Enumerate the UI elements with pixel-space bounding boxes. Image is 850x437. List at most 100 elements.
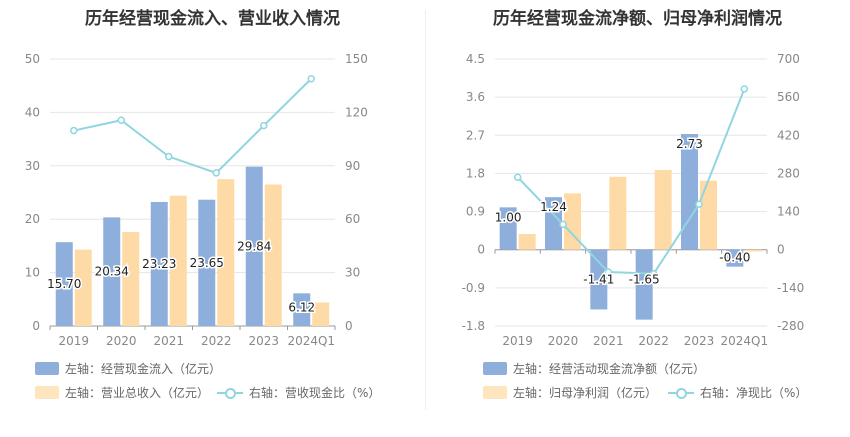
x-tick-label: 2021 — [593, 334, 624, 348]
y-tick-label-left: 0.9 — [466, 205, 485, 219]
bar-secondary — [654, 170, 672, 250]
x-tick-label: 2020 — [548, 334, 579, 348]
x-tick-label: 2021 — [153, 334, 184, 348]
ratio-point — [117, 116, 125, 124]
legend-swatch-bar — [35, 362, 59, 375]
legend-item-cash-ratio[interactable]: 右轴：营收现金比（%） — [217, 384, 380, 401]
y-tick-label-right: -280 — [777, 319, 804, 333]
y-tick-label-right: 60 — [345, 212, 360, 226]
x-tick-label: 2019 — [502, 334, 533, 348]
legend-swatch-bar — [35, 386, 59, 399]
bar-secondary — [518, 234, 536, 250]
y-tick-label-right: 420 — [777, 128, 800, 142]
bar-data-label: 23.65 — [190, 256, 224, 270]
legend-item-net-cash-ratio[interactable]: 右轴：净现比（%） — [668, 384, 807, 401]
bar-primary — [681, 134, 698, 250]
bar-primary — [635, 249, 653, 320]
legend-item-revenue[interactable]: 左轴：营业总收入（亿元） — [35, 384, 209, 401]
chart-plot-netcash-profit: -1.8 -0.9 0 0.9 1.8 2.7 3.6 4.5 -280 -140 0 140 280 4… — [462, 52, 805, 348]
panel-divider — [425, 10, 426, 410]
ratio-point — [604, 268, 613, 276]
y-tick-label-left: 30 — [25, 159, 40, 173]
legend-label: 右轴：净现比（%） — [700, 386, 808, 400]
y-tick-label-left: 10 — [25, 266, 40, 280]
bar-primary — [55, 242, 73, 326]
x-tick-label: 2024Q1 — [721, 334, 769, 348]
y-tick-label-left: 20 — [25, 212, 40, 226]
ratio-point — [307, 75, 315, 83]
chart-panel-cashflow-revenue: 历年经营现金流入、营业收入情况 0 10 20 30 40 50 0 30 60 90 120 150… — [25, 9, 381, 401]
bar-data-label: 29.84 — [237, 239, 271, 253]
ratio-point — [212, 169, 220, 177]
bar-primary — [245, 166, 263, 326]
legend-label: 左轴：营业总收入（亿元） — [65, 386, 210, 400]
ratio-point — [70, 126, 78, 135]
bar-secondary — [169, 195, 187, 326]
x-tick-label: 2024Q1 — [287, 334, 335, 348]
bar-data-label: 20.34 — [95, 265, 129, 279]
legend-item-net-profit[interactable]: 左轴：归母净利润（亿元） — [483, 384, 657, 401]
y-tick-label-right: 140 — [777, 205, 800, 219]
bar-secondary — [564, 193, 581, 250]
ratio-point — [559, 220, 567, 229]
y-tick-label-right: -140 — [777, 281, 804, 295]
y-tick-label-right: 700 — [777, 52, 800, 66]
bar-primary — [499, 207, 517, 250]
bar-primary — [726, 249, 744, 267]
ratio-point — [649, 269, 658, 278]
legend-swatch-line — [668, 386, 694, 399]
bar-secondary — [700, 180, 717, 250]
y-tick-label-left: 40 — [25, 105, 40, 119]
ratio-point — [513, 173, 522, 181]
legend-swatch-bar — [483, 386, 507, 399]
legend-item-net-cashflow[interactable]: 左轴：经营活动现金流净额（亿元） — [483, 360, 705, 377]
bar-secondary — [264, 184, 282, 326]
y-tick-label-left: 50 — [25, 52, 40, 66]
x-tick-label: 2020 — [106, 334, 137, 348]
chart-title: 历年经营现金流入、营业收入情况 — [85, 9, 340, 29]
chart-legend: 左轴：经营活动现金流净额（亿元） 左轴：归母净利润（亿元） 右轴：净现比（%） — [425, 0, 850, 437]
x-tick-label: 2023 — [684, 334, 715, 348]
legend-label: 左轴：经营现金流入（亿元） — [65, 362, 222, 376]
y-tick-label-left: 0 — [477, 243, 485, 257]
bar-secondary — [609, 176, 627, 250]
bar-data-label: -1.65 — [629, 273, 660, 287]
legend-swatch-line — [217, 386, 243, 399]
y-tick-label-right: 30 — [345, 266, 360, 280]
legend-item-cash-inflow[interactable]: 左轴：经营现金流入（亿元） — [35, 360, 221, 377]
legend-swatch-bar — [483, 362, 507, 375]
legend-label: 右轴：营收现金比（%） — [249, 386, 381, 400]
bar-secondary — [312, 302, 330, 326]
x-tick-label: 2022 — [201, 334, 232, 348]
x-tick-label: 2019 — [58, 334, 89, 348]
bar-data-label: -1.41 — [583, 273, 614, 287]
bar-primary — [590, 249, 608, 310]
y-tick-label-left: 4.5 — [466, 52, 485, 66]
bar-data-label: 2.73 — [676, 137, 703, 151]
y-tick-label-right: 90 — [345, 159, 360, 173]
bar-data-label: -0.40 — [719, 251, 750, 265]
y-tick-label-right: 120 — [345, 105, 368, 119]
bar-data-label: 6.12 — [288, 300, 315, 314]
bar-secondary — [217, 179, 235, 326]
bar-data-label: 1.24 — [540, 200, 567, 214]
y-tick-label-left: 1.8 — [466, 166, 485, 180]
ratio-point — [165, 152, 173, 161]
chart-plot-cashflow-revenue: 0 10 20 30 40 50 0 30 60 90 120 150 2019 2020 2021 2022… — [25, 52, 368, 348]
y-tick-label-left: -0.9 — [462, 281, 485, 295]
legend-label: 左轴：经营活动现金流净额（亿元） — [513, 362, 706, 376]
x-tick-label: 2022 — [638, 334, 669, 348]
legend-label: 左轴：归母净利润（亿元） — [513, 386, 658, 400]
chart-legend: 左轴：经营现金流入（亿元） 左轴：营业总收入（亿元） 右轴：营收现金比（%） — [35, 360, 380, 401]
ratio-point — [740, 85, 749, 93]
y-tick-label-right: 0 — [345, 319, 353, 333]
ratio-line — [73, 78, 312, 175]
y-tick-label-left: -1.8 — [462, 319, 485, 333]
bar-secondary — [745, 249, 763, 252]
y-tick-label-left: 2.7 — [466, 128, 485, 142]
y-tick-label-left: 3.6 — [466, 90, 485, 104]
bar-primary — [198, 199, 216, 326]
y-tick-label-right: 560 — [777, 90, 800, 104]
ratio-point — [260, 121, 268, 130]
y-tick-label-right: 0 — [777, 243, 785, 257]
